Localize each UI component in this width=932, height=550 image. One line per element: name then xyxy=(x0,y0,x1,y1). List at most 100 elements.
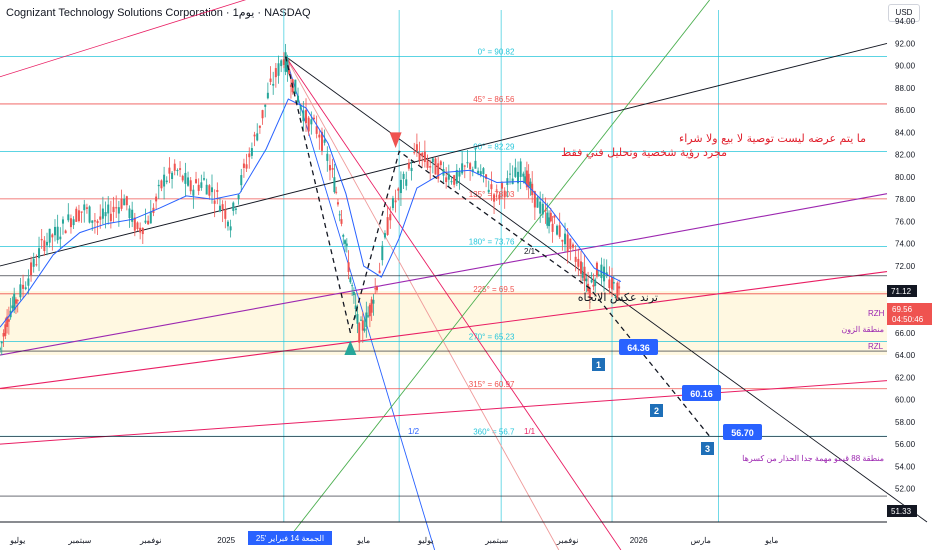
gann-ratio-1-1: 1/1 xyxy=(524,427,536,436)
y-tick-label: 52.00 xyxy=(895,485,916,494)
candle-body xyxy=(533,191,536,208)
candle-body xyxy=(195,179,198,184)
candle-body xyxy=(189,180,192,192)
candle-body xyxy=(221,204,224,210)
candle-body xyxy=(495,189,498,191)
candle-body xyxy=(413,152,416,154)
candle-body xyxy=(99,216,102,220)
candle-body xyxy=(352,291,355,296)
candle-body xyxy=(245,164,248,169)
candle-body xyxy=(302,110,305,122)
candle-body xyxy=(107,204,110,214)
candle-body xyxy=(176,170,179,172)
candle-body xyxy=(479,171,482,175)
candle-body xyxy=(394,200,397,203)
target-1[interactable]: 1 64.36 xyxy=(592,339,658,371)
candle-body xyxy=(250,148,253,156)
y-tick-label: 62.00 xyxy=(895,373,916,382)
currency-button[interactable]: USD xyxy=(888,4,920,22)
candle-body xyxy=(35,264,38,266)
level-71-value: 71.12 xyxy=(891,287,912,296)
candle-body xyxy=(358,323,361,343)
candle-body xyxy=(548,217,551,227)
target-2-value: 60.16 xyxy=(690,389,713,399)
candle-body xyxy=(461,163,464,174)
candle-body xyxy=(338,214,341,216)
candle-body xyxy=(418,152,421,161)
candle-body xyxy=(574,256,577,262)
level-71-tag: 71.12 xyxy=(887,285,917,297)
candle-body xyxy=(242,163,245,168)
candle-body xyxy=(144,220,147,223)
candle-body xyxy=(43,240,46,252)
candle-body xyxy=(85,207,88,209)
y-tick-label: 82.00 xyxy=(895,151,916,160)
disclaimer-line-1: ما يتم عرضه ليست توصية لا بيع ولا شراء xyxy=(679,132,866,145)
candle-body xyxy=(19,284,22,298)
candle-body xyxy=(297,95,300,103)
candle-body xyxy=(64,230,67,234)
trend-line-top xyxy=(0,0,247,78)
candle-body xyxy=(165,180,168,183)
candle-body xyxy=(224,209,227,219)
candle-body xyxy=(519,161,522,177)
candle-body xyxy=(608,279,611,289)
price-axis[interactable]: 50.0052.0054.0056.0058.0060.0062.0064.00… xyxy=(895,17,916,516)
candle-body xyxy=(269,78,272,82)
candle-body xyxy=(264,104,267,107)
candle-body xyxy=(509,173,512,175)
candle-body xyxy=(340,219,343,224)
fib-levels: 0° = 90.82 45° = 86.56 90° = 82.29 135° = 7… xyxy=(0,48,887,437)
fib-label-6: 270° = 65.23 xyxy=(469,332,515,341)
candle-body xyxy=(101,208,104,219)
candle-body xyxy=(115,207,118,209)
target-3[interactable]: 3 56.70 xyxy=(701,424,762,455)
candle-body xyxy=(59,236,62,240)
fib-label-7: 315° = 60.97 xyxy=(469,380,515,389)
candle-body xyxy=(320,131,323,151)
candle-body xyxy=(149,211,152,224)
candle-body xyxy=(445,177,448,183)
candle-body xyxy=(0,348,1,350)
target-2[interactable]: 2 60.16 xyxy=(650,385,721,417)
x-tick-label: سبتمبر xyxy=(484,536,508,545)
candle-body xyxy=(581,272,584,278)
candle-body xyxy=(72,219,75,226)
candle-body xyxy=(347,262,350,272)
candle-body xyxy=(544,209,547,212)
up-arrow-marker xyxy=(344,340,357,356)
candle-body xyxy=(402,173,405,179)
candle-body xyxy=(597,274,600,276)
candle-body xyxy=(370,299,373,313)
candle-body xyxy=(155,196,158,202)
candle-body xyxy=(531,183,534,196)
gann-ray-2 xyxy=(285,56,622,550)
candle-body xyxy=(53,226,56,236)
chart-title: Cognizant Technology Solutions Corporati… xyxy=(6,7,311,19)
time-axis[interactable]: يوليو سبتمبر نوفمبر 2025 مايو يوليو سبتمبر نوفم… xyxy=(0,521,887,545)
date-highlight-tag: الجمعة 14 فبراير '25 xyxy=(248,531,332,545)
candle-body xyxy=(112,206,115,213)
candle-body xyxy=(588,288,591,299)
candle-body xyxy=(389,214,392,221)
gann-up-ray xyxy=(285,0,710,543)
candle-body xyxy=(77,210,80,222)
candle-body xyxy=(120,198,123,209)
candle-body xyxy=(368,304,371,317)
candle-body xyxy=(471,169,474,172)
candle-body xyxy=(226,221,229,227)
trend-label: ترند عكس الاتجاه xyxy=(578,291,658,304)
candle-body xyxy=(525,170,528,188)
candle-body xyxy=(61,219,64,224)
candle-body xyxy=(463,165,466,167)
candle-body xyxy=(616,282,619,298)
candle-body xyxy=(365,312,368,328)
y-tick-label: 74.00 xyxy=(895,240,916,249)
candle-body xyxy=(527,173,530,187)
candle-body xyxy=(312,117,315,120)
last-price-value: 69.56 xyxy=(892,305,913,314)
candle-body xyxy=(434,158,437,175)
candle-body xyxy=(335,191,338,193)
candle-body xyxy=(234,208,237,210)
